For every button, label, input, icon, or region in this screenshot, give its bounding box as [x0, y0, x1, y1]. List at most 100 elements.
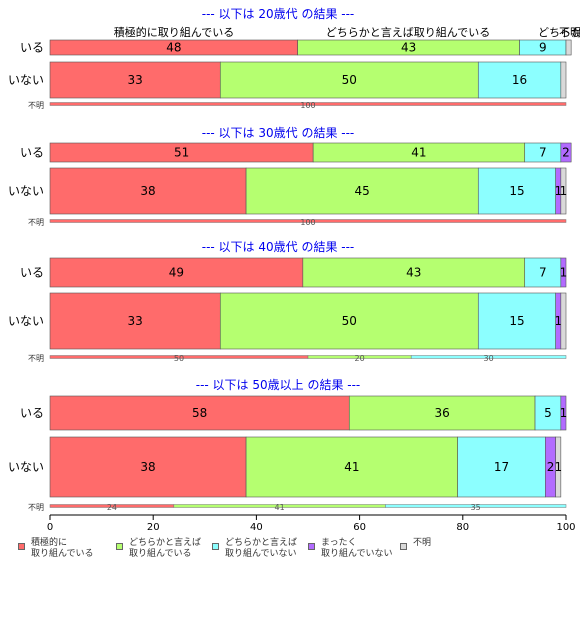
x-tick-label: 20 [147, 522, 160, 533]
legend-swatch-3 [212, 543, 219, 550]
x-tick-label: 40 [250, 522, 263, 533]
bar-segment [555, 436, 562, 498]
row-label: いる [20, 146, 44, 160]
legend-label-5: 不明 [413, 538, 432, 548]
bar-segment [245, 167, 479, 215]
row-label: いる [20, 406, 44, 420]
legend-item-2: どちらかと言えば 取り組んでいる [116, 538, 201, 560]
strip-segment [385, 504, 567, 508]
bar-value-label: 33 [127, 314, 142, 328]
x-tick-label: 100 [556, 522, 575, 533]
bar-value-label: 7 [539, 146, 547, 160]
bar-segment [560, 257, 567, 288]
panel-title: --- 以下は 30歳代 の結果 --- [202, 126, 355, 140]
strip-label: 不明 [28, 354, 44, 363]
strip-value-label: 20 [355, 354, 365, 363]
legend-label-2: どちらかと言えば 取り組んでいる [129, 538, 202, 559]
row-label: いない [8, 73, 44, 87]
legend-label-4: まったく 取り組んでいない [321, 538, 393, 559]
strip-segment [49, 219, 567, 223]
legend-item-3: どちらかと言えば 取り組んでいない [212, 538, 297, 560]
bar-segment [49, 436, 247, 498]
legend-label-3: どちらかと言えば 取り組んでいない [225, 538, 298, 559]
bar-value-label: 36 [435, 406, 450, 420]
strip-label: 不明 [28, 101, 44, 110]
bar-value-label: 49 [169, 266, 184, 280]
row-label: いる [20, 266, 44, 280]
bar-value-label: 41 [411, 146, 426, 160]
panel-title: --- 以下は 50歳以上 の結果 --- [196, 378, 361, 392]
strip-value-label: 35 [471, 503, 481, 512]
row-label: いない [8, 184, 44, 198]
bar-segment [560, 292, 567, 350]
strip-value-label: 24 [107, 503, 117, 512]
bar-segment [348, 395, 536, 431]
bar-value-label: 15 [509, 314, 524, 328]
row-label: いる [20, 41, 44, 55]
bar-value-label: 38 [140, 184, 155, 198]
strip-value-label: 50 [174, 354, 184, 363]
x-tick-label: 0 [47, 522, 53, 533]
bar-value-label: 1 [560, 406, 568, 420]
bar-segment [560, 395, 567, 431]
bar-segment [219, 61, 479, 99]
bar-segment [524, 257, 562, 288]
x-tick-label: 60 [353, 522, 366, 533]
legend-item-5: 不明 [400, 538, 431, 550]
legend-label-1: 積極的に 取り組んでいる [31, 538, 94, 559]
bar-value-label: 1 [560, 266, 568, 280]
bar-value-label: 51 [174, 146, 189, 160]
bar-segment [534, 395, 562, 431]
strip-value-label: 100 [300, 218, 315, 227]
bar-value-label: 50 [342, 73, 357, 87]
strip-value-label: 100 [300, 101, 315, 110]
bar-value-label: 41 [344, 460, 359, 474]
bar-value-label: 1 [554, 460, 562, 474]
strip-label: 不明 [28, 218, 44, 227]
column-header-label: 積極的に取り組んでいる [114, 25, 234, 39]
legend-swatch-4 [308, 543, 315, 550]
bar-value-label: 15 [509, 184, 524, 198]
bar-value-label: 1 [560, 184, 568, 198]
bar-segment [219, 292, 479, 350]
bar-segment [49, 61, 221, 99]
row-label: いない [8, 460, 44, 474]
bar-value-label: 33 [127, 73, 142, 87]
panel-title: --- 以下は 20歳代 の結果 --- [202, 7, 355, 21]
strip-value-label: 30 [484, 354, 494, 363]
legend-swatch-5 [400, 543, 407, 550]
panel-title: --- 以下は 40歳代 の結果 --- [202, 240, 355, 254]
column-header-label: 不明 [559, 26, 580, 39]
bar-value-label: 43 [401, 41, 416, 55]
bar-value-label: 48 [166, 41, 181, 55]
bar-value-label: 7 [539, 266, 547, 280]
chart-legend: 積極的に 取り組んでいる どちらかと言えば 取り組んでいる どちらかと言えば 取… [18, 538, 578, 566]
strip-segment [410, 355, 567, 359]
bar-value-label: 1 [554, 314, 562, 328]
bar-segment [560, 167, 567, 215]
bar-value-label: 58 [192, 406, 207, 420]
column-header-label: どちらか [538, 26, 580, 39]
strip-segment [49, 102, 567, 106]
bar-segment [457, 436, 546, 498]
bar-value-label: 16 [512, 73, 527, 87]
bar-value-label: 45 [355, 184, 370, 198]
strip-value-label: 41 [275, 503, 285, 512]
bar-segment [49, 167, 247, 215]
bar-value-label: 50 [342, 314, 357, 328]
legend-item-1: 積極的に 取り組んでいる [18, 538, 94, 560]
legend-item-4: まったく 取り組んでいない [308, 538, 393, 560]
bar-value-label: 2 [562, 146, 570, 160]
x-tick-label: 80 [456, 522, 469, 533]
bar-segment [565, 39, 572, 56]
legend-swatch-2 [116, 543, 123, 550]
bar-segment [560, 142, 572, 163]
bar-segment [49, 395, 350, 431]
bar-segment [560, 61, 567, 99]
bar-value-label: 2 [547, 460, 555, 474]
column-header-label: ... [573, 26, 580, 39]
bar-segment [49, 257, 304, 288]
column-header-label: どちらかと言えば取り組んでいる [326, 26, 490, 39]
bar-segment [477, 61, 562, 99]
